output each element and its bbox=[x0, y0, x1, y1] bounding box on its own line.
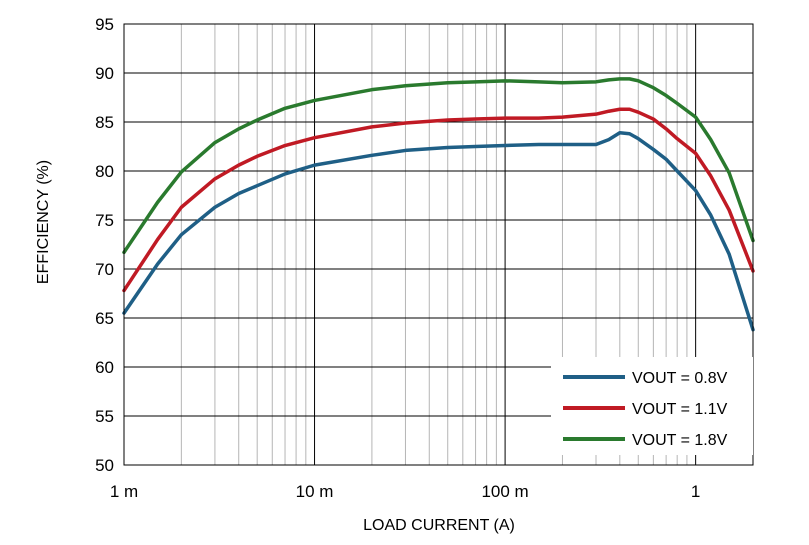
y-tick-label: 95 bbox=[95, 15, 114, 34]
legend-label-vout-1-1v: VOUT = 1.1V bbox=[632, 401, 728, 418]
x-tick-label: 100 m bbox=[481, 482, 528, 501]
x-tick-label: 10 m bbox=[296, 482, 334, 501]
y-tick-label: 85 bbox=[95, 113, 114, 132]
y-tick-label: 65 bbox=[95, 309, 114, 328]
series-line-vout-1-8v bbox=[122, 77, 755, 255]
tick-labels: 50 55 60 65 70 75 80 85 90 95 1 m 10 m 100 m 1 bbox=[95, 15, 700, 501]
y-tick-label: 50 bbox=[95, 456, 114, 475]
plot-frame bbox=[123, 23, 754, 466]
legend: VOUT = 0.8V VOUT = 1.1V VOUT = 1.8V bbox=[551, 357, 753, 455]
legend-label-vout-0-8v: VOUT = 0.8V bbox=[632, 370, 728, 387]
x-axis-title: LOAD CURRENT (A) bbox=[363, 517, 515, 534]
x-tick-label: 1 m bbox=[110, 482, 138, 501]
y-tick-label: 70 bbox=[95, 260, 114, 279]
series-lines bbox=[122, 77, 755, 332]
y-tick-label: 55 bbox=[95, 407, 114, 426]
y-tick-label: 80 bbox=[95, 162, 114, 181]
y-tick-label: 90 bbox=[95, 64, 114, 83]
legend-label-vout-1-8v: VOUT = 1.8V bbox=[632, 432, 728, 449]
y-tick-label: 60 bbox=[95, 358, 114, 377]
series-line-vout-0-8v bbox=[122, 131, 755, 332]
x-tick-label: 1 bbox=[691, 482, 700, 501]
series-line-vout-1-1v bbox=[122, 107, 755, 293]
y-tick-label: 75 bbox=[95, 211, 114, 230]
y-axis-title: EFFICIENCY (%) bbox=[35, 160, 52, 284]
